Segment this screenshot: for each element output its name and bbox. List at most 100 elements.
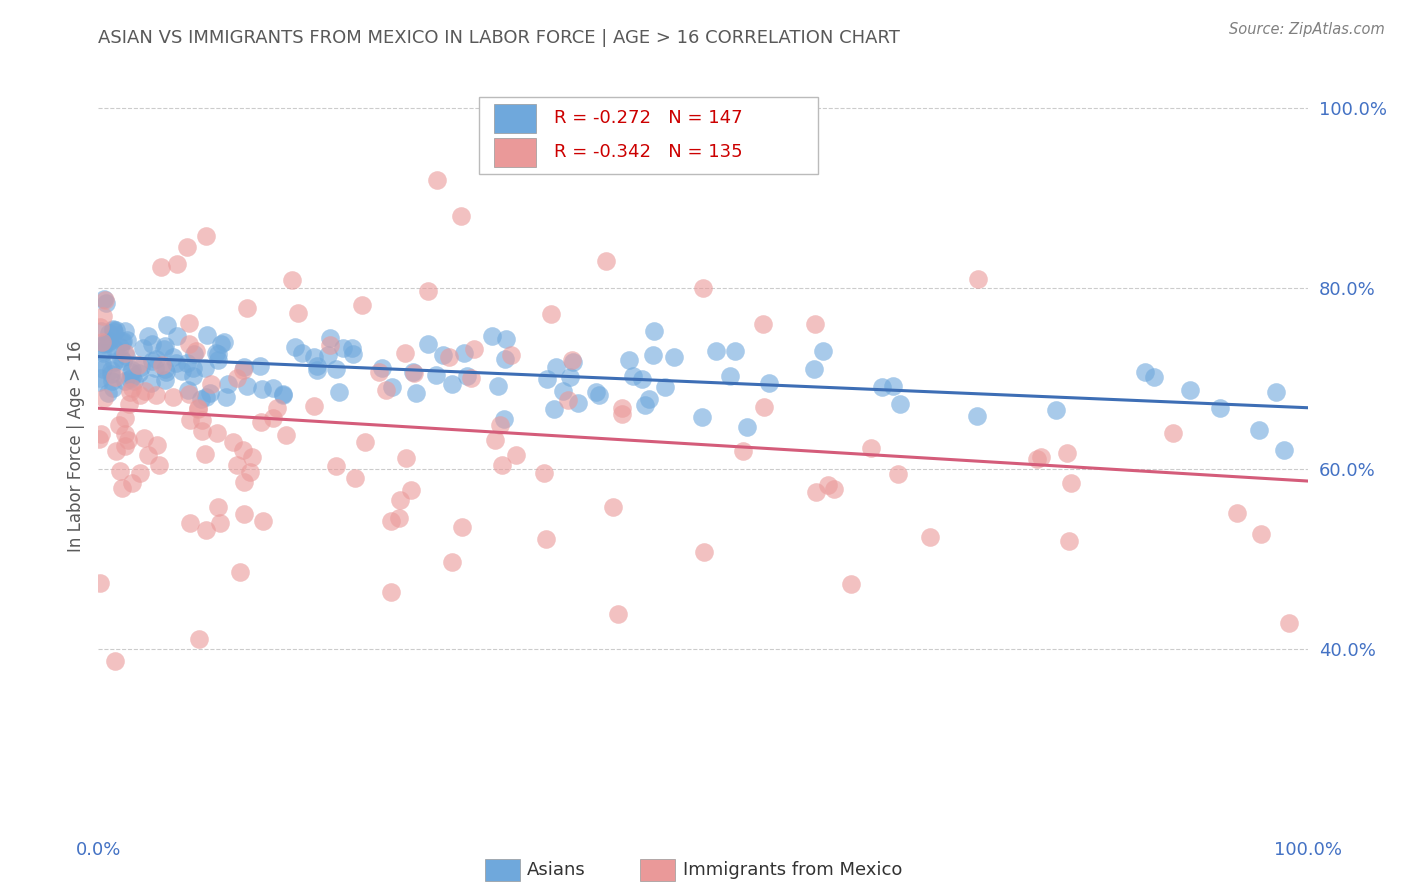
Point	[460, 370, 482, 384]
Point	[484, 433, 506, 447]
Point	[557, 393, 579, 408]
Point	[87, 432, 110, 446]
Point	[155, 365, 177, 379]
Point	[718, 369, 741, 384]
Point	[1178, 384, 1201, 398]
Point	[724, 344, 747, 359]
Point	[232, 442, 254, 457]
Text: Asians: Asians	[527, 861, 586, 879]
Point	[114, 439, 136, 453]
Point	[811, 344, 834, 359]
Point	[222, 434, 245, 449]
Point	[432, 348, 454, 362]
Point	[108, 340, 131, 354]
Point	[156, 318, 179, 332]
Point	[121, 369, 143, 384]
Point	[463, 342, 485, 356]
Point	[690, 410, 713, 425]
Point	[585, 384, 607, 399]
Point	[110, 351, 132, 365]
Point	[440, 555, 463, 569]
Point	[148, 458, 170, 472]
FancyBboxPatch shape	[494, 103, 536, 133]
Point	[494, 351, 516, 366]
FancyBboxPatch shape	[479, 97, 818, 174]
Point	[399, 483, 422, 498]
Point	[371, 360, 394, 375]
Point	[115, 334, 138, 348]
Point	[100, 367, 122, 381]
Point	[1057, 533, 1080, 548]
Point	[249, 359, 271, 373]
Point	[166, 329, 188, 343]
Point	[1272, 442, 1295, 457]
Text: R = -0.272   N = 147: R = -0.272 N = 147	[554, 110, 742, 128]
Point	[179, 337, 201, 351]
Point	[641, 348, 664, 362]
Point	[404, 366, 426, 380]
Point	[606, 607, 628, 621]
Point	[1278, 615, 1301, 630]
Point	[162, 390, 184, 404]
Point	[205, 346, 228, 360]
Point	[1249, 423, 1271, 437]
Point	[194, 447, 217, 461]
Point	[353, 434, 375, 449]
Point	[104, 323, 127, 337]
Point	[536, 372, 558, 386]
Point	[103, 342, 125, 356]
Point	[91, 309, 114, 323]
Point	[136, 448, 159, 462]
Point	[141, 336, 163, 351]
Point	[602, 500, 624, 514]
Point	[225, 458, 247, 472]
Point	[451, 519, 474, 533]
Point	[96, 336, 118, 351]
Text: Immigrants from Mexico: Immigrants from Mexico	[683, 861, 903, 879]
Point	[143, 361, 166, 376]
Point	[118, 397, 141, 411]
Point	[543, 402, 565, 417]
Point	[194, 390, 217, 404]
Point	[544, 359, 567, 374]
Point	[98, 334, 121, 348]
Point	[145, 438, 167, 452]
Point	[340, 341, 363, 355]
Point	[134, 384, 156, 399]
Point	[233, 508, 256, 522]
Point	[405, 385, 427, 400]
Point	[450, 209, 472, 223]
Point	[110, 464, 132, 478]
Point	[90, 324, 112, 338]
Point	[489, 418, 512, 433]
Point	[141, 354, 163, 368]
Point	[212, 334, 235, 349]
Point	[806, 485, 828, 500]
Point	[1025, 451, 1047, 466]
Point	[91, 346, 114, 360]
Point	[558, 370, 581, 384]
Point	[89, 371, 111, 385]
Point	[93, 336, 115, 351]
Point	[804, 317, 827, 331]
Point	[236, 301, 259, 315]
Point	[93, 391, 115, 405]
Point	[112, 334, 135, 348]
Point	[273, 387, 295, 401]
Point	[803, 361, 825, 376]
Point	[453, 345, 475, 359]
Point	[139, 376, 162, 391]
Point	[205, 425, 228, 440]
Point	[374, 383, 396, 397]
Point	[107, 417, 129, 432]
Point	[104, 654, 127, 668]
Point	[1208, 401, 1230, 415]
Point	[207, 347, 229, 361]
Point	[305, 363, 328, 377]
Point	[540, 307, 562, 321]
Point	[533, 466, 555, 480]
Point	[152, 342, 174, 356]
Point	[183, 347, 205, 361]
Point	[588, 388, 610, 402]
Point	[114, 374, 136, 388]
